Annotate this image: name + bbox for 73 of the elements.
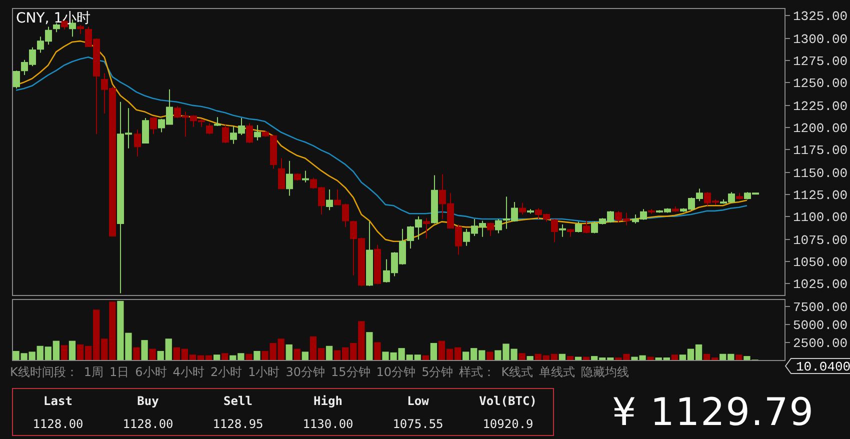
text: 6小时 (135, 365, 167, 379)
text: 10.0400 (796, 359, 850, 374)
text: K线时间段： (10, 365, 78, 379)
bar (647, 356, 654, 360)
bar (222, 353, 228, 360)
y-tick-label: 1250.00 (793, 76, 848, 91)
text: 1日 (110, 365, 130, 379)
y-tick-label: 1025.00 (793, 276, 848, 292)
text: Buy (137, 394, 159, 408)
text: 10920.9 (482, 416, 534, 430)
y-tick-label: 1150.00 (793, 166, 848, 181)
y-tick-label: 1175.00 (793, 142, 848, 158)
bar (286, 344, 292, 360)
y-tick-label: 1225.00 (793, 98, 848, 114)
bar (149, 348, 156, 360)
text: K线式 (501, 365, 534, 379)
bar (141, 340, 148, 360)
text: 5分钟 (422, 365, 454, 379)
text: 1130.00 (302, 416, 354, 430)
y-tick-label: 5000.00 (793, 318, 848, 333)
y-tick-label: 1200.00 (793, 120, 848, 136)
text: 4小时 (172, 365, 204, 379)
bar (582, 356, 590, 360)
bar (68, 340, 76, 360)
bar (133, 347, 140, 360)
y-tick-label: 2500.00 (793, 336, 848, 351)
text: 1小时 (248, 365, 280, 379)
y-tick-label: 1275.00 (793, 54, 848, 69)
bar (736, 354, 742, 360)
bar (574, 356, 582, 360)
bar (518, 353, 526, 360)
text: 隐藏均线 (581, 365, 630, 379)
text: Low (407, 394, 429, 408)
bar (558, 354, 566, 360)
text: Last (44, 394, 72, 408)
text: Vol(BTC) (479, 394, 537, 408)
bar (422, 355, 429, 360)
bar (326, 346, 333, 360)
text: 1128.00 (32, 416, 84, 430)
bar (246, 354, 252, 360)
bar (374, 342, 381, 360)
text: 15分钟 (331, 365, 370, 379)
bar (430, 342, 438, 360)
text: High (314, 394, 342, 408)
bar (294, 348, 300, 360)
y-tick-label: 1125.00 (793, 188, 848, 203)
text: 单线式 (539, 365, 576, 379)
y-tick-label: 1100.00 (793, 210, 848, 225)
bar (366, 332, 373, 360)
bar (254, 350, 260, 360)
text: Sell (224, 394, 252, 408)
bar (60, 345, 68, 360)
text: 样式： (459, 365, 496, 379)
y-tick-label: 1075.00 (793, 232, 848, 248)
bar (671, 354, 678, 360)
bar (302, 352, 309, 360)
y-tick-label: 1325.00 (793, 8, 848, 24)
text: 1周 (84, 365, 104, 379)
chart-title: CNY, 1小时 (16, 10, 91, 27)
text: 1075.55 (392, 416, 444, 430)
text: 30分钟 (286, 365, 325, 379)
text: ¥ 1129.79 (612, 390, 814, 434)
bar (566, 356, 574, 360)
bar (486, 352, 494, 360)
text: 2小时 (210, 365, 242, 379)
text: 10分钟 (376, 365, 416, 379)
y-tick-label: 1300.00 (793, 32, 848, 47)
text: 1128.95 (212, 416, 264, 430)
text: 1128.00 (122, 416, 174, 430)
y-tick-label: 1050.00 (793, 254, 848, 270)
bar (213, 354, 220, 360)
y-tick-label: 7500.00 (793, 300, 848, 315)
bar (526, 356, 534, 360)
